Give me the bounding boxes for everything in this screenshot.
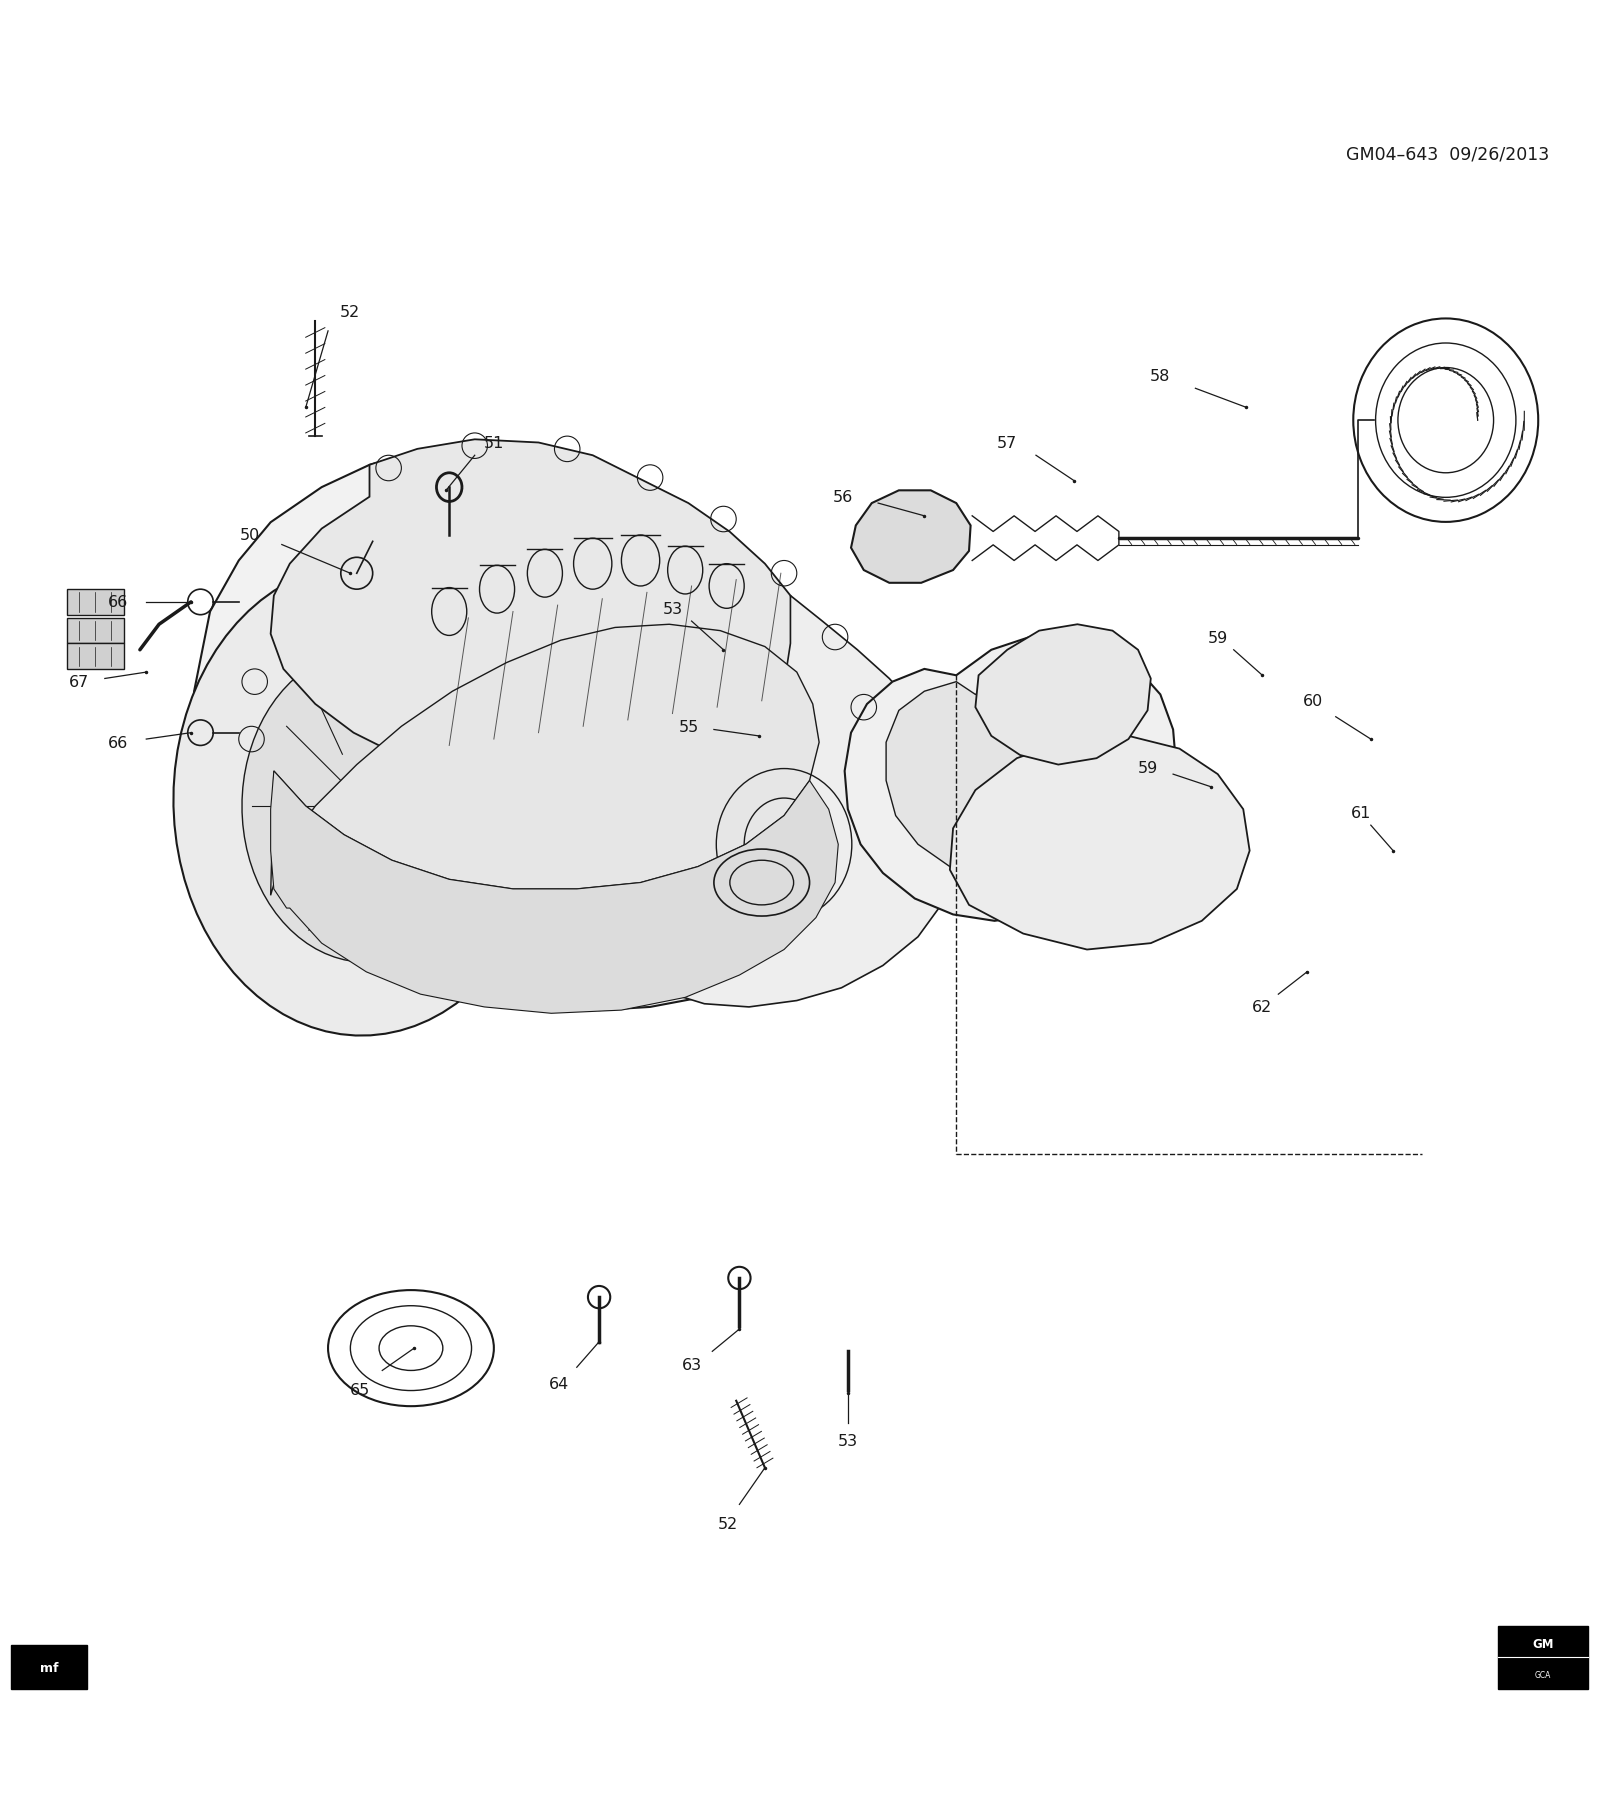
- Text: 53: 53: [838, 1433, 858, 1449]
- Text: 65: 65: [350, 1383, 370, 1397]
- Polygon shape: [976, 626, 1150, 766]
- Text: 57: 57: [997, 435, 1018, 451]
- Polygon shape: [270, 771, 838, 1014]
- Text: 61: 61: [1350, 806, 1371, 820]
- Text: 63: 63: [682, 1357, 702, 1372]
- Polygon shape: [845, 638, 1176, 921]
- Text: GM04–643  09/26/2013: GM04–643 09/26/2013: [1346, 146, 1549, 164]
- Text: 53: 53: [662, 602, 683, 617]
- Bar: [67, 644, 123, 669]
- Text: GM: GM: [1533, 1636, 1554, 1651]
- Text: 64: 64: [549, 1375, 570, 1392]
- Text: 67: 67: [69, 674, 90, 690]
- Text: 66: 66: [107, 735, 128, 750]
- Text: 52: 52: [341, 306, 360, 320]
- Polygon shape: [886, 669, 1131, 879]
- Text: 51: 51: [483, 435, 504, 451]
- Text: GCA: GCA: [1534, 1670, 1550, 1679]
- Polygon shape: [270, 441, 806, 779]
- Text: 59: 59: [1208, 629, 1227, 645]
- Text: 50: 50: [240, 529, 261, 543]
- Bar: [67, 619, 123, 644]
- Text: 60: 60: [1304, 694, 1323, 708]
- Text: 52: 52: [718, 1516, 738, 1532]
- Polygon shape: [173, 565, 550, 1036]
- Bar: [67, 590, 123, 615]
- Text: 59: 59: [1138, 761, 1158, 775]
- Text: 62: 62: [1253, 1000, 1272, 1014]
- Polygon shape: [270, 626, 819, 895]
- Polygon shape: [242, 651, 491, 962]
- Text: mf: mf: [40, 1661, 58, 1674]
- Bar: [11, 1645, 88, 1690]
- Text: 58: 58: [1150, 369, 1171, 383]
- Text: 56: 56: [834, 489, 853, 505]
- Text: 55: 55: [678, 719, 699, 734]
- Polygon shape: [555, 597, 966, 1007]
- Polygon shape: [851, 491, 971, 584]
- Bar: [1498, 1625, 1587, 1690]
- Text: 66: 66: [107, 595, 128, 610]
- Polygon shape: [950, 737, 1250, 949]
- Polygon shape: [194, 450, 909, 1010]
